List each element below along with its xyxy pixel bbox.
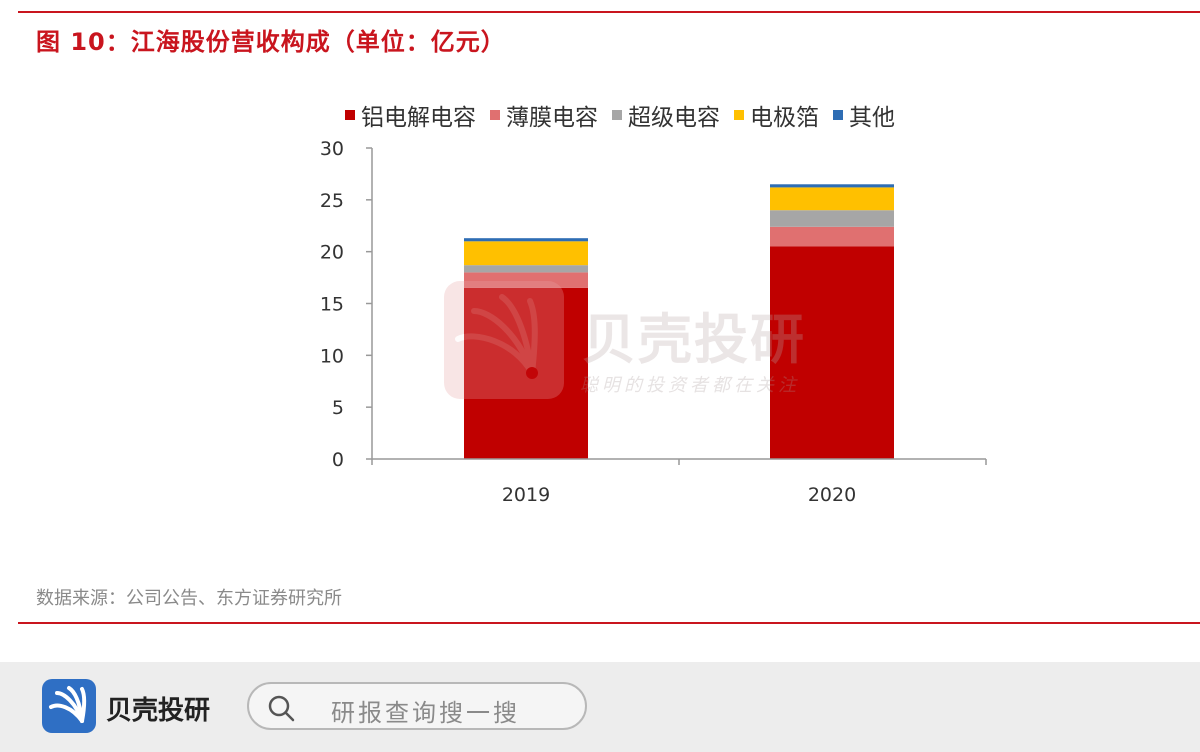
legend-label: 铝电解电容 [361,105,476,131]
legend-label: 其他 [849,105,895,131]
bars [464,184,894,459]
y-tick-label: 5 [332,397,344,419]
x-tick-label: 2020 [808,484,856,506]
legend-swatch [490,110,500,120]
y-tick-label: 10 [320,345,344,367]
bar-segment [770,210,894,227]
stacked-bar-chart: 0 5 10 15 20 25 30 2019 2020 [320,138,987,506]
legend-item: 电极箔 [734,98,819,132]
search-input[interactable]: 研报查询搜一搜 [247,682,587,730]
top-rule [18,11,1200,13]
y-tick-label: 25 [320,190,344,212]
x-tick-label: 2019 [502,484,550,506]
shell-logo-icon[interactable] [42,679,96,733]
legend-swatch [345,110,355,120]
chart-legend: 铝电解电容 薄膜电容 超级电容 电极箔 其他 [345,98,895,132]
legend-item: 铝电解电容 [345,98,476,132]
bar-segment [464,287,588,459]
legend-item: 薄膜电容 [490,98,598,132]
legend-swatch [833,110,843,120]
legend-label: 薄膜电容 [506,105,598,131]
legend-swatch [734,110,744,120]
bottom-rule [18,622,1200,624]
y-tick-label: 0 [332,449,344,471]
y-tick-label: 15 [320,294,344,316]
bar-segment [464,265,588,273]
legend-swatch [612,110,622,120]
y-tick-label: 30 [320,138,344,160]
legend-label: 电极箔 [750,105,819,131]
footer-brand-name[interactable]: 贝壳投研 [106,696,211,726]
search-placeholder: 研报查询搜一搜 [331,699,520,727]
figure-title: 图 10：江海股份营收构成（单位：亿元） [36,28,506,56]
y-axis-ticks: 0 5 10 15 20 25 30 [320,138,372,471]
bar-segment [770,187,894,211]
bar-segment [770,226,894,247]
legend-item: 其他 [833,98,895,132]
bar-segment [464,241,588,266]
bar-segment [770,246,894,459]
bar-segment [770,184,894,188]
bar-segment [464,272,588,288]
y-tick-label: 20 [320,242,344,264]
x-axis-labels: 2019 2020 [371,459,987,506]
footer-bar: 贝壳投研 研报查询搜一搜 [0,662,1200,752]
legend-item: 超级电容 [612,98,720,132]
data-source-note: 数据来源：公司公告、东方证券研究所 [36,588,342,609]
legend-label: 超级电容 [628,105,720,131]
search-icon[interactable] [267,694,295,722]
bar-segment [464,238,588,242]
